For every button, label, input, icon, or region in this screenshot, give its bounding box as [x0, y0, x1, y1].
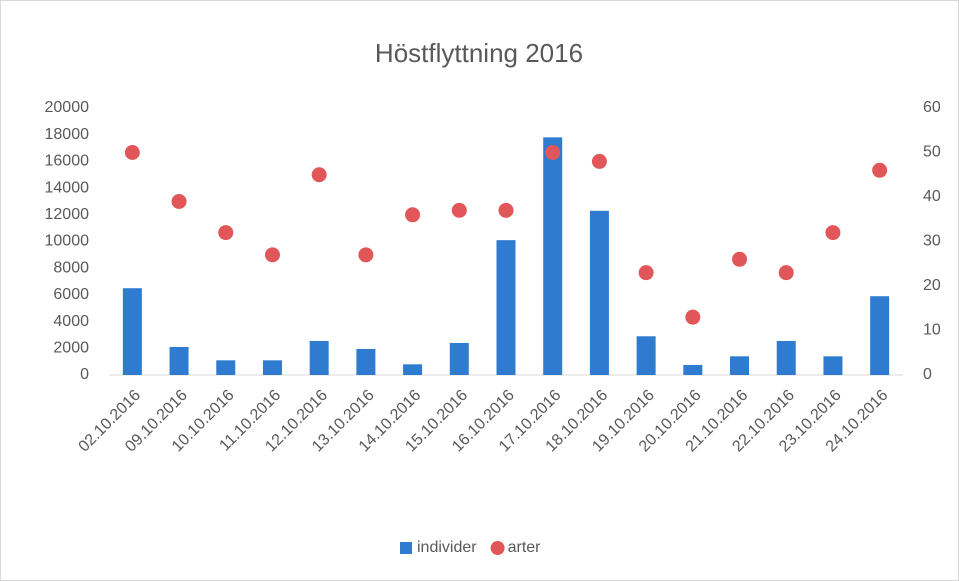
scatter-point: [124, 145, 140, 160]
scatter-point: [311, 167, 327, 183]
y-tick-label: 20000: [45, 99, 90, 116]
y-tick-label: 10000: [45, 233, 90, 250]
y-tick-label: 0: [80, 366, 89, 383]
y2-tick-label: 30: [923, 233, 941, 250]
bar: [589, 210, 609, 375]
bar: [730, 356, 750, 375]
y2-tick-label: 10: [923, 322, 941, 339]
scatter-point: [264, 247, 280, 263]
y-tick-label: 8000: [53, 259, 89, 276]
y-tick-label: 6000: [53, 286, 89, 303]
bar: [543, 137, 563, 375]
bar: [636, 336, 656, 375]
y-tick-label: 4000: [53, 313, 89, 330]
y2-tick-label: 60: [923, 99, 941, 116]
legend-swatch: [490, 541, 505, 555]
chart-title: Höstflyttning 2016: [375, 38, 583, 68]
bar: [356, 348, 376, 375]
bar: [823, 356, 843, 375]
scatter-point: [545, 145, 561, 160]
scatter-point: [498, 202, 514, 218]
y2-tick-label: 20: [923, 277, 941, 294]
bar: [403, 364, 423, 375]
y-tick-label: 16000: [45, 153, 90, 170]
bar: [262, 360, 282, 375]
legend-label: arter: [508, 539, 542, 556]
scatter-point: [591, 153, 607, 169]
y-tick-label: 14000: [45, 179, 90, 196]
scatter-point: [358, 247, 374, 263]
scatter-point: [778, 265, 794, 281]
legend-label: individer: [417, 539, 477, 556]
legend-swatch: [400, 542, 412, 554]
scatter-point: [732, 251, 748, 267]
bar: [776, 340, 796, 375]
bar: [496, 240, 516, 375]
bar: [683, 364, 703, 375]
scatter-point: [171, 193, 187, 209]
scatter-point: [685, 309, 701, 325]
y-tick-label: 12000: [45, 206, 90, 223]
bar: [309, 340, 329, 375]
scatter-point: [218, 225, 234, 241]
y2-tick-label: 0: [923, 366, 932, 383]
bar: [449, 342, 469, 375]
scatter-point: [825, 225, 841, 241]
y-tick-label: 18000: [45, 126, 90, 143]
scatter-point: [638, 265, 654, 281]
y-tick-label: 2000: [53, 340, 89, 357]
scatter-point: [451, 202, 467, 218]
scatter-point: [872, 162, 888, 178]
y2-tick-label: 50: [923, 144, 941, 161]
bar: [122, 288, 142, 375]
scatter-point: [405, 207, 421, 223]
bar: [169, 346, 189, 375]
y2-tick-label: 40: [923, 188, 941, 205]
bar: [216, 360, 236, 375]
bar: [870, 296, 890, 375]
